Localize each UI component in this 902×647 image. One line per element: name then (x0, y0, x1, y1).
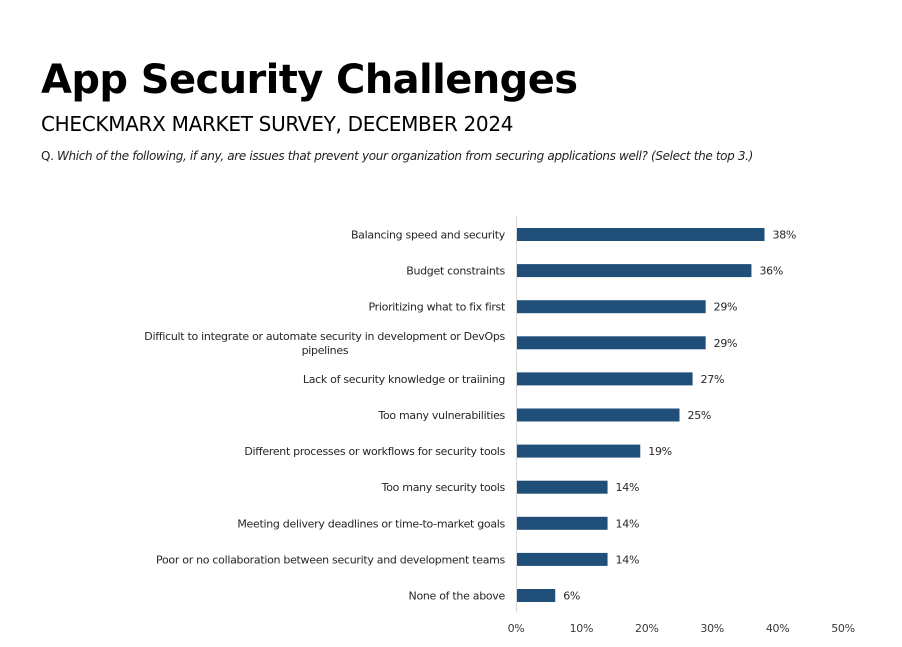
bar (517, 372, 693, 386)
data-label: 27% (701, 373, 725, 386)
bar (517, 480, 608, 494)
bar (517, 228, 765, 241)
category-label: Prioritizing what to fix first (369, 301, 506, 314)
category-label: Lack of security knowledge or traiining (303, 373, 505, 386)
data-label: 38% (773, 229, 797, 242)
data-label: 14% (616, 517, 640, 530)
bar (517, 408, 680, 422)
bar (517, 336, 706, 350)
data-label: 19% (648, 445, 672, 458)
page-title: App Security Challenges (41, 57, 578, 103)
x-tick-label: 20% (635, 622, 659, 635)
x-tick-label: 30% (700, 622, 724, 635)
category-label: Budget constraints (406, 265, 505, 278)
x-tick-label: 50% (831, 622, 855, 635)
x-tick-label: 40% (766, 622, 790, 635)
bar (517, 516, 608, 530)
category-label: Too many security tools (381, 481, 506, 494)
bar (517, 300, 706, 314)
category-label: Poor or no collaboration between securit… (156, 553, 506, 566)
bar (517, 444, 641, 458)
data-label: 14% (616, 553, 640, 566)
data-label: 29% (714, 337, 738, 350)
data-label: 14% (616, 481, 640, 494)
category-label: pipelines (302, 344, 349, 357)
category-label: Different processes or workflows for sec… (244, 445, 505, 458)
x-tick-label: 10% (570, 622, 594, 635)
category-label: Balancing speed and security (351, 229, 506, 242)
data-label: 36% (759, 265, 783, 278)
question-text: Which of the following, if any, are issu… (57, 149, 753, 163)
bar (517, 552, 608, 566)
question-prefix: Q. (41, 149, 54, 163)
survey-question: Q. Which of the following, if any, are i… (41, 147, 753, 165)
category-label: Difficult to integrate or automate secur… (144, 330, 505, 343)
category-label: Meeting delivery deadlines or time-to-ma… (237, 517, 505, 530)
bar (517, 589, 556, 602)
category-label: None of the above (409, 590, 506, 603)
bar (517, 264, 752, 278)
category-label: Too many vulnerabilities (377, 409, 505, 422)
x-tick-label: 0% (508, 622, 525, 635)
data-label: 25% (688, 409, 712, 422)
data-label: 6% (563, 590, 580, 603)
data-label: 29% (714, 301, 738, 314)
page-subtitle: CHECKMARX MARKET SURVEY, DECEMBER 2024 (41, 112, 514, 136)
